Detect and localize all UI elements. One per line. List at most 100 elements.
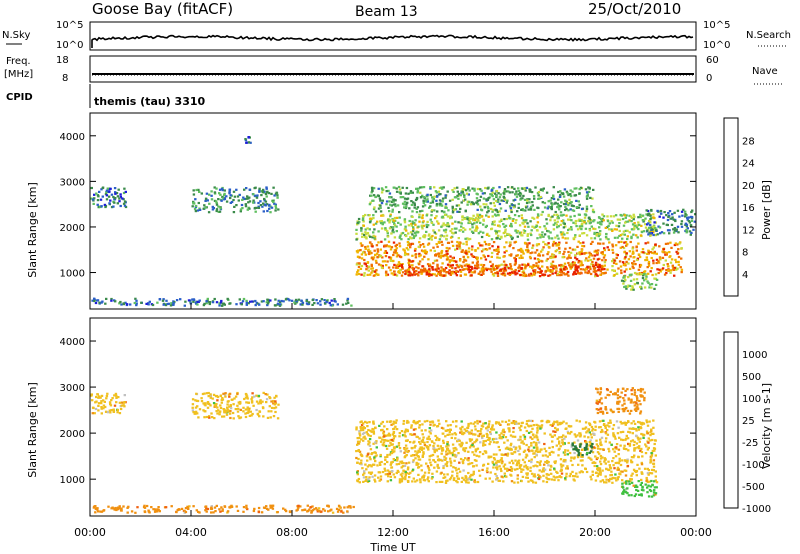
power-cell bbox=[595, 270, 598, 273]
power-cell bbox=[379, 204, 382, 207]
velocity-cell bbox=[222, 415, 226, 418]
velocity-cell bbox=[457, 467, 460, 470]
velocity-cell bbox=[519, 438, 522, 441]
velocity-cell bbox=[464, 475, 467, 478]
power-cell bbox=[465, 243, 468, 246]
power-cell bbox=[467, 193, 470, 196]
velocity-cell bbox=[100, 407, 103, 410]
power-cell bbox=[480, 273, 483, 276]
velocity-cell bbox=[327, 505, 330, 508]
velocity-cell bbox=[510, 474, 513, 477]
power-cell bbox=[392, 226, 395, 229]
velocity-cell bbox=[175, 511, 178, 514]
power-cell bbox=[613, 274, 616, 277]
velocity-cell bbox=[418, 426, 421, 429]
power-cell bbox=[621, 233, 624, 236]
velocity-cell bbox=[627, 430, 630, 433]
power-cell bbox=[455, 270, 458, 273]
power-cell bbox=[414, 247, 417, 251]
nsky-panel-frame bbox=[89, 21, 697, 51]
power-cell bbox=[221, 189, 224, 192]
power-cell bbox=[389, 203, 392, 206]
power-cell bbox=[602, 219, 605, 222]
power-cell bbox=[432, 223, 435, 226]
power-cell bbox=[672, 268, 675, 271]
velocity-cell bbox=[123, 394, 126, 397]
power-cell bbox=[487, 209, 490, 213]
velocity-cell bbox=[543, 463, 546, 466]
velocity-cell bbox=[534, 450, 537, 453]
power-cell bbox=[531, 201, 534, 204]
power-cell bbox=[598, 232, 602, 235]
power-cell bbox=[566, 270, 570, 274]
velocity-cell bbox=[100, 402, 103, 405]
power-cell bbox=[466, 237, 469, 240]
velocity-cell bbox=[97, 409, 100, 412]
velocity-cell bbox=[645, 419, 648, 422]
power-cell bbox=[620, 279, 624, 282]
velocity-cell bbox=[415, 461, 418, 464]
velocity-cell bbox=[499, 467, 502, 470]
velocity-cell bbox=[633, 440, 636, 443]
power-cell bbox=[589, 219, 593, 222]
power-cell bbox=[456, 240, 459, 244]
velocity-cell bbox=[342, 511, 345, 514]
power-cell bbox=[547, 230, 550, 233]
power-cell bbox=[331, 304, 334, 307]
velocity-cell bbox=[396, 457, 399, 460]
power-cell bbox=[377, 241, 380, 244]
power-cell bbox=[364, 213, 367, 217]
power-cell bbox=[447, 225, 451, 228]
power-cell bbox=[460, 225, 463, 228]
velocity-cell bbox=[506, 467, 509, 470]
velocity-cell bbox=[468, 446, 472, 449]
velocity-cell bbox=[191, 398, 195, 401]
power-cell bbox=[471, 226, 474, 229]
velocity-cell bbox=[358, 436, 361, 440]
power-cell bbox=[585, 257, 588, 260]
velocity-cell bbox=[564, 459, 567, 462]
power-colorbar-tick: 20 bbox=[742, 181, 755, 192]
power-cell bbox=[323, 299, 326, 302]
velocity-cell bbox=[641, 472, 644, 475]
velocity-cell bbox=[250, 401, 254, 404]
power-cell bbox=[439, 235, 442, 238]
power-cell bbox=[359, 242, 363, 245]
velocity-cell bbox=[244, 392, 248, 396]
velocity-cell bbox=[236, 392, 239, 396]
power-cell bbox=[537, 214, 540, 217]
power-cell bbox=[440, 249, 444, 253]
power-cell bbox=[462, 192, 465, 195]
power-cell bbox=[305, 299, 308, 302]
power-cell bbox=[618, 222, 621, 225]
power-cell bbox=[198, 299, 201, 302]
velocity-cell bbox=[284, 508, 287, 511]
power-cell bbox=[450, 231, 454, 234]
power-cell bbox=[573, 248, 577, 251]
power-cell bbox=[398, 211, 401, 214]
velocity-cell bbox=[392, 437, 395, 440]
power-cell bbox=[562, 202, 566, 206]
power-cell bbox=[660, 231, 664, 234]
power-cell bbox=[597, 216, 601, 219]
velocity-cell bbox=[90, 393, 93, 396]
power-cell bbox=[676, 267, 679, 270]
power-cell bbox=[408, 271, 411, 274]
power-cell bbox=[650, 256, 653, 260]
power-cell bbox=[463, 268, 466, 271]
velocity-cell bbox=[360, 463, 363, 466]
power-cell bbox=[514, 271, 517, 274]
power-cell bbox=[476, 193, 479, 196]
power-cell bbox=[654, 234, 657, 237]
velocity-cell bbox=[117, 396, 120, 399]
power-cell bbox=[485, 268, 489, 272]
power-cell bbox=[366, 245, 370, 248]
power-cell bbox=[590, 205, 593, 208]
power-cell bbox=[638, 223, 641, 226]
power-cell bbox=[557, 242, 561, 246]
velocity-cell bbox=[528, 459, 531, 462]
power-cell bbox=[409, 190, 413, 193]
power-cell bbox=[421, 243, 425, 246]
power-cell bbox=[639, 216, 642, 219]
power-cell bbox=[539, 236, 542, 239]
